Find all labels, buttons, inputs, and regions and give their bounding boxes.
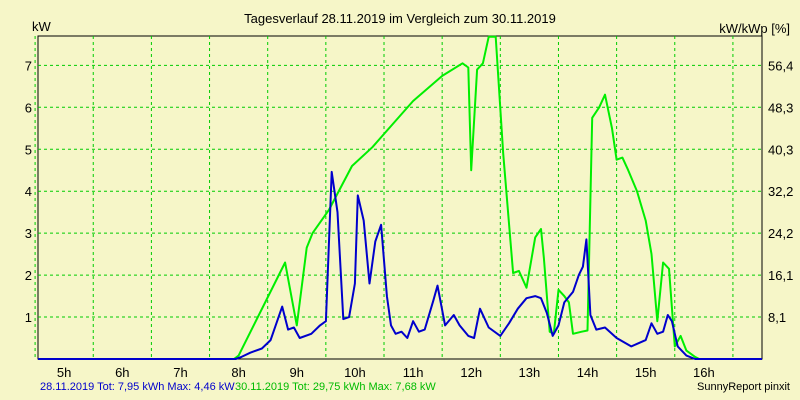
plot-frame xyxy=(37,35,763,360)
x-tick-label: 15h xyxy=(635,365,657,380)
x-tick-label: 7h xyxy=(173,365,187,380)
y-tick-label-right: 24,2 xyxy=(768,226,793,241)
y-axis-right-label: kW/kWp [%] xyxy=(719,21,790,36)
x-tick-label: 16h xyxy=(693,365,715,380)
y-tick-label-left: 5 xyxy=(25,142,32,157)
chart-title: Tagesverlauf 28.11.2019 im Vergleich zum… xyxy=(244,11,556,26)
series-line-1 xyxy=(38,35,762,360)
x-tick-label: 12h xyxy=(460,365,482,380)
y-tick-label-left: 3 xyxy=(25,226,32,241)
series-line-2 xyxy=(38,170,762,360)
y-tick-label-left: 1 xyxy=(25,310,32,325)
x-tick-label: 14h xyxy=(577,365,599,380)
x-tick-label: 13h xyxy=(519,365,541,380)
y-tick-label-right: 40,3 xyxy=(768,142,793,157)
x-tick-label: 11h xyxy=(403,365,424,380)
legend-series-1: 28.11.2019 Tot: 7,95 kWh Max: 4,46 kW xyxy=(40,381,235,393)
y-tick-label-left: 2 xyxy=(25,268,32,283)
x-tick-label: 5h xyxy=(57,365,71,380)
x-tick-label: 8h xyxy=(231,365,245,380)
y-tick-label-right: 32,2 xyxy=(768,184,793,199)
brand-credit: SunnyReport pinxit xyxy=(697,381,790,393)
y-tick-label-left: 4 xyxy=(25,184,32,199)
y-tick-label-left: 6 xyxy=(25,100,32,115)
x-tick-label: 6h xyxy=(115,365,129,380)
y-tick-label-right: 8,1 xyxy=(768,310,786,325)
x-tick-label: 10h xyxy=(344,365,366,380)
y-tick-label-right: 16,1 xyxy=(768,268,793,283)
y-axis-left-label: kW xyxy=(32,19,51,34)
y-tick-label-right: 48,3 xyxy=(768,100,793,115)
legend-series-2: 30.11.2019 Tot: 29,75 kWh Max: 7,68 kW xyxy=(235,381,436,393)
y-tick-label-right: 56,4 xyxy=(768,58,793,73)
y-tick-label-left: 7 xyxy=(25,58,32,73)
x-tick-label: 9h xyxy=(290,365,304,380)
